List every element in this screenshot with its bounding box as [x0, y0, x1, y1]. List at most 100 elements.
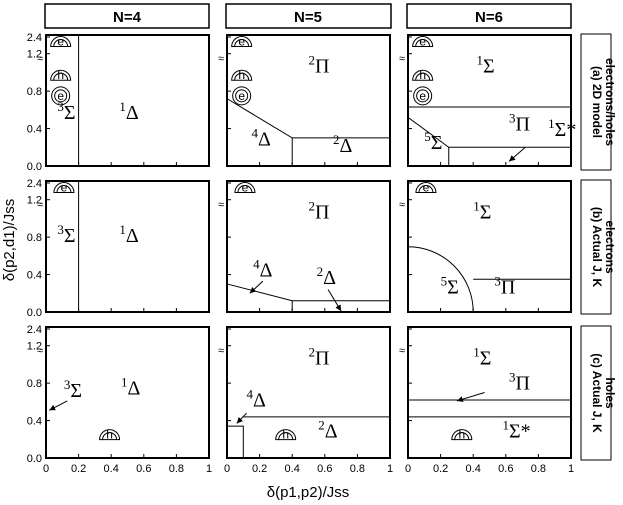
- icon-halfdisk: [50, 36, 72, 48]
- state-label: 1Σ: [476, 52, 494, 77]
- state-term-symbol: Δ: [260, 259, 273, 281]
- axis-break-mark: ≈: [37, 199, 43, 211]
- y-tick-label: 0.8: [27, 232, 42, 244]
- y-tick-label: 2.4: [27, 32, 42, 44]
- state-spin-multiplicity: 1: [119, 99, 126, 114]
- icon-halfdisk-inner: [415, 39, 431, 47]
- icon-halfdisk: [53, 182, 75, 194]
- y-tick-label: 2.4: [27, 324, 42, 336]
- state-spin-multiplicity: 1: [119, 222, 126, 237]
- icon-halfdisk: [231, 36, 253, 48]
- state-spin-multiplicity: 1: [503, 417, 510, 432]
- y-tick-label: 1.2: [27, 49, 42, 61]
- state-label: 5Σ: [424, 129, 442, 154]
- column-header-n6: N=6: [475, 9, 503, 26]
- row-label-b-line2: electrons: [603, 220, 617, 274]
- state-spin-multiplicity: 2: [309, 198, 316, 213]
- y-tick-label: 0.4: [27, 270, 42, 282]
- state-spin-multiplicity: 1: [473, 198, 480, 213]
- y-axis-title: δ(p2,d1)/Jss: [1, 199, 18, 282]
- state-spin-multiplicity: 2: [318, 417, 325, 432]
- state-spin-multiplicity: 2: [333, 132, 340, 147]
- state-term-symbol: Δ: [126, 225, 139, 247]
- state-term-symbol: Σ*: [509, 420, 531, 442]
- state-term-symbol: Δ: [253, 390, 266, 412]
- icon-letter: e: [57, 89, 64, 103]
- electron-halfdisk-icon: e: [231, 35, 253, 49]
- x-tick-label: 0.2: [252, 463, 267, 475]
- column-header-n5: N=5: [294, 9, 322, 26]
- phase-boundary-arc: [407, 246, 474, 313]
- icon-letter: e: [238, 35, 245, 49]
- icon-letter: h: [419, 68, 426, 82]
- state-arrow: [456, 392, 485, 403]
- icon-halfdisk-inner: [237, 185, 253, 193]
- state-label: 3Π: [509, 370, 530, 395]
- state-label: 3Σ: [57, 99, 75, 124]
- y-tick-label: 0.0: [27, 307, 42, 319]
- hole-halfdisk-icon: h: [50, 68, 72, 82]
- state-term-symbol: Δ: [323, 267, 336, 289]
- hole-halfdisk-icon: h: [275, 428, 297, 442]
- icon-letter: e: [61, 181, 68, 195]
- state-label: 4Δ: [253, 256, 273, 281]
- icon-halfdisk: [412, 69, 434, 81]
- state-label: 2Π: [309, 52, 330, 77]
- state-label: 1Σ: [473, 198, 491, 223]
- state-label: 3Σ: [57, 222, 75, 247]
- x-tick-label: 0.8: [350, 463, 365, 475]
- icon-ring-inner: [54, 89, 68, 103]
- icon-halfdisk: [231, 69, 253, 81]
- state-arrow: [508, 146, 526, 162]
- state-arrow: [327, 289, 342, 312]
- y-tick-label: 1.2: [27, 341, 42, 353]
- y-tick-label: 1.2: [27, 195, 42, 207]
- x-tick-label: 0.4: [285, 463, 300, 475]
- icon-letter: e: [423, 181, 430, 195]
- axis-break-mark: ≈: [37, 345, 43, 357]
- hole-halfdisk-icon: h: [451, 428, 473, 442]
- x-tick-label: 0.6: [136, 463, 151, 475]
- state-term-symbol: Σ: [431, 132, 443, 154]
- state-term-symbol: Σ: [64, 102, 76, 124]
- state-label: 2Δ: [317, 264, 337, 289]
- axis-break-mark: ≈: [218, 345, 224, 357]
- state-spin-multiplicity: 3: [509, 110, 516, 125]
- icon-halfdisk-inner: [454, 432, 470, 440]
- state-label: 4Δ: [247, 387, 267, 412]
- state-spin-multiplicity: 3: [509, 370, 516, 385]
- state-term-symbol: Σ: [480, 201, 492, 223]
- electron-circle-icon: e: [232, 86, 252, 106]
- icon-halfdisk: [50, 69, 72, 81]
- icon-letter: e: [419, 35, 426, 49]
- electron-halfdisk-icon: e: [415, 181, 437, 195]
- icon-halfdisk-inner: [234, 72, 250, 81]
- state-label: 1Σ*: [548, 116, 576, 141]
- icon-letter: h: [57, 68, 64, 82]
- electron-halfdisk-icon: e: [53, 181, 75, 195]
- state-spin-multiplicity: 2: [317, 264, 324, 279]
- icon-halfdisk: [275, 429, 297, 441]
- state-term-symbol: Π: [315, 201, 329, 223]
- x-tick-label: 0.2: [433, 463, 448, 475]
- state-term-symbol: Π: [315, 55, 329, 77]
- icon-halfdisk: [415, 182, 437, 194]
- x-tick-label: 0.8: [531, 463, 546, 475]
- panel-frame: [45, 180, 210, 313]
- state-spin-multiplicity: 5: [424, 129, 431, 144]
- electron-circle-icon: e: [413, 86, 433, 106]
- row-label-a-line1: (a) 2D model: [590, 66, 604, 138]
- state-spin-multiplicity: 3: [64, 377, 71, 392]
- icon-halfdisk-inner: [278, 432, 294, 440]
- panel-frame: [226, 326, 391, 459]
- axis-break-mark: ≈: [218, 53, 224, 65]
- state-spin-multiplicity: 1: [548, 116, 555, 131]
- state-term-symbol: Π: [315, 347, 329, 369]
- state-term-symbol: Σ: [483, 55, 495, 77]
- x-tick-label: 0.4: [104, 463, 119, 475]
- row-label-c-line1: (c) Actual J, K: [590, 353, 604, 433]
- panel-frame: [45, 326, 210, 459]
- state-label: 1Δ: [119, 222, 139, 247]
